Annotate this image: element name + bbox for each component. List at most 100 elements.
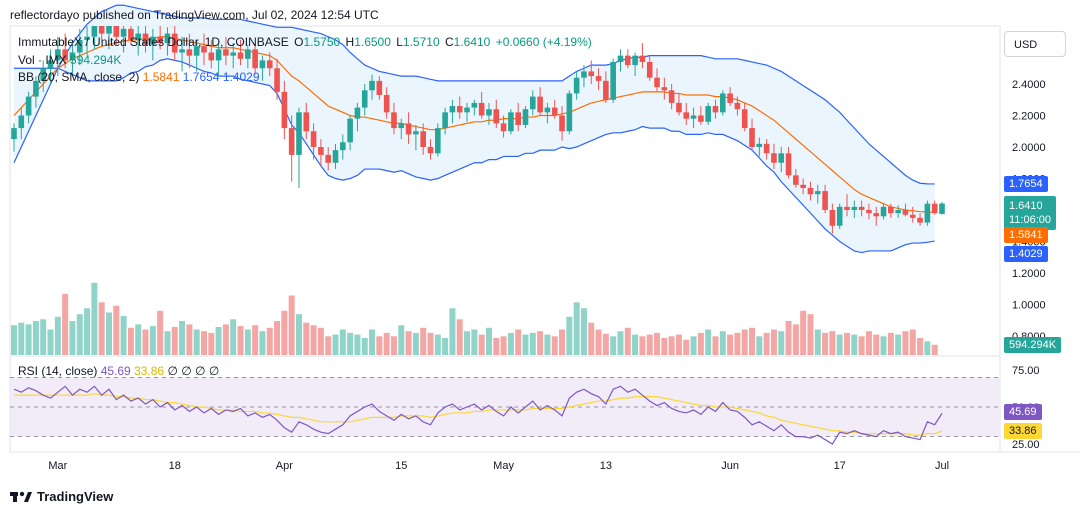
volume-bar (873, 334, 880, 355)
candle-body (383, 95, 390, 113)
candle-body (844, 206, 850, 210)
volume-bar (500, 336, 507, 355)
volume-bar (580, 308, 587, 355)
volume-bar (434, 334, 441, 355)
close-label: C (444, 35, 454, 49)
candle-body (405, 123, 412, 135)
volume-bar (807, 314, 814, 355)
volume-bar (822, 332, 829, 355)
candle-body (340, 142, 346, 151)
volume-bar (157, 310, 164, 355)
candle-body (639, 55, 646, 62)
tradingview-logo[interactable]: TradingView (10, 489, 113, 504)
volume-bar (47, 329, 54, 355)
candle-body (829, 210, 836, 226)
volume-bar (668, 336, 675, 355)
volume-value: 594.294K (70, 53, 122, 67)
candle-body (486, 109, 492, 116)
volume-bar (727, 334, 734, 355)
candle-body (632, 55, 638, 66)
candle-body (471, 102, 478, 108)
candle-body (332, 150, 339, 163)
volume-bar (186, 324, 193, 355)
volume-bar (442, 338, 449, 355)
last-price-text: 1.6410 (1009, 200, 1043, 212)
candle-body (522, 109, 529, 125)
candle-body (646, 61, 653, 78)
volume-bar (734, 332, 741, 355)
candle-body (245, 49, 251, 59)
volume-bar (800, 310, 807, 355)
volume-bar (880, 336, 887, 355)
publisher-line: reflectordayo published on TradingView.c… (10, 8, 379, 22)
volume-bar (778, 331, 785, 355)
volume-bar (127, 327, 134, 355)
candle-body (113, 26, 120, 37)
candle-body (814, 191, 821, 195)
candle-body (654, 77, 660, 88)
candle-body (135, 33, 142, 40)
volume-bar (303, 322, 310, 355)
candle-body (793, 175, 799, 185)
candle-body (566, 93, 573, 132)
time-tick-label: Jun (721, 460, 739, 472)
bb-upper-value: 1.7654 (182, 70, 220, 84)
candle-body (800, 184, 806, 188)
candle-body (120, 28, 127, 37)
candle-body (698, 115, 704, 122)
candle-body (413, 131, 419, 135)
candle-body (208, 52, 215, 61)
price-tick-label: 1.0000 (1012, 300, 1046, 312)
volume-bar (917, 338, 924, 355)
volume-bar (632, 334, 639, 355)
volume-bar (164, 331, 171, 355)
volume-bar (398, 325, 405, 355)
candle-body (551, 107, 558, 116)
candle-body (719, 93, 726, 113)
candle-body (610, 61, 616, 100)
rsi-tag: 45.69 (1004, 404, 1042, 420)
volume-bar (551, 336, 558, 355)
rsi-ma-tag-text: 33.86 (1009, 425, 1037, 437)
high-value: 1.6500 (354, 35, 391, 49)
volume-bar (478, 334, 485, 355)
volume-bar (354, 334, 361, 355)
candle-body (749, 128, 755, 147)
volume-bar (84, 308, 91, 355)
currency-button[interactable]: USD (1004, 31, 1066, 57)
volume-bar (244, 329, 251, 355)
candle-body (76, 39, 83, 53)
candle-body (478, 102, 485, 116)
volume-bar (588, 322, 595, 355)
open-value: 1.5750 (303, 35, 341, 49)
bb-lower-tag: 1.4029 (1004, 246, 1048, 262)
symbol-name[interactable]: ImmutableX / United States Dollar, 1D, C… (18, 35, 289, 49)
volume-bar (281, 310, 288, 355)
volume-label[interactable]: Vol · IMX (18, 53, 67, 67)
volume-bar (449, 308, 456, 355)
volume-bar (792, 324, 799, 355)
rsi-label[interactable]: RSI (14, close) (18, 364, 98, 378)
candle-body (274, 68, 280, 92)
candle-body (296, 112, 302, 155)
volume-bar (376, 336, 383, 355)
volume-bar (40, 319, 47, 355)
volume-bar (485, 327, 492, 355)
candle-body (361, 90, 368, 108)
volume-bar (924, 341, 931, 355)
legend-ohlc: ImmutableX / United States Dollar, 1D, C… (18, 35, 592, 49)
volume-bar (595, 329, 602, 355)
candle-body (310, 131, 317, 147)
bb-label[interactable]: BB (20, SMA, close, 2) (18, 70, 140, 84)
volume-bar (741, 329, 748, 355)
volume-bar (317, 327, 324, 355)
bb-lower-value: 1.4029 (222, 70, 260, 84)
volume-bar (507, 332, 514, 355)
volume-bar (310, 325, 317, 355)
candle-body (822, 191, 828, 210)
bb-lower-tag-text: 1.4029 (1009, 248, 1043, 260)
candle-body (888, 206, 894, 214)
candle-body (939, 203, 945, 214)
volume-bar (617, 331, 624, 355)
